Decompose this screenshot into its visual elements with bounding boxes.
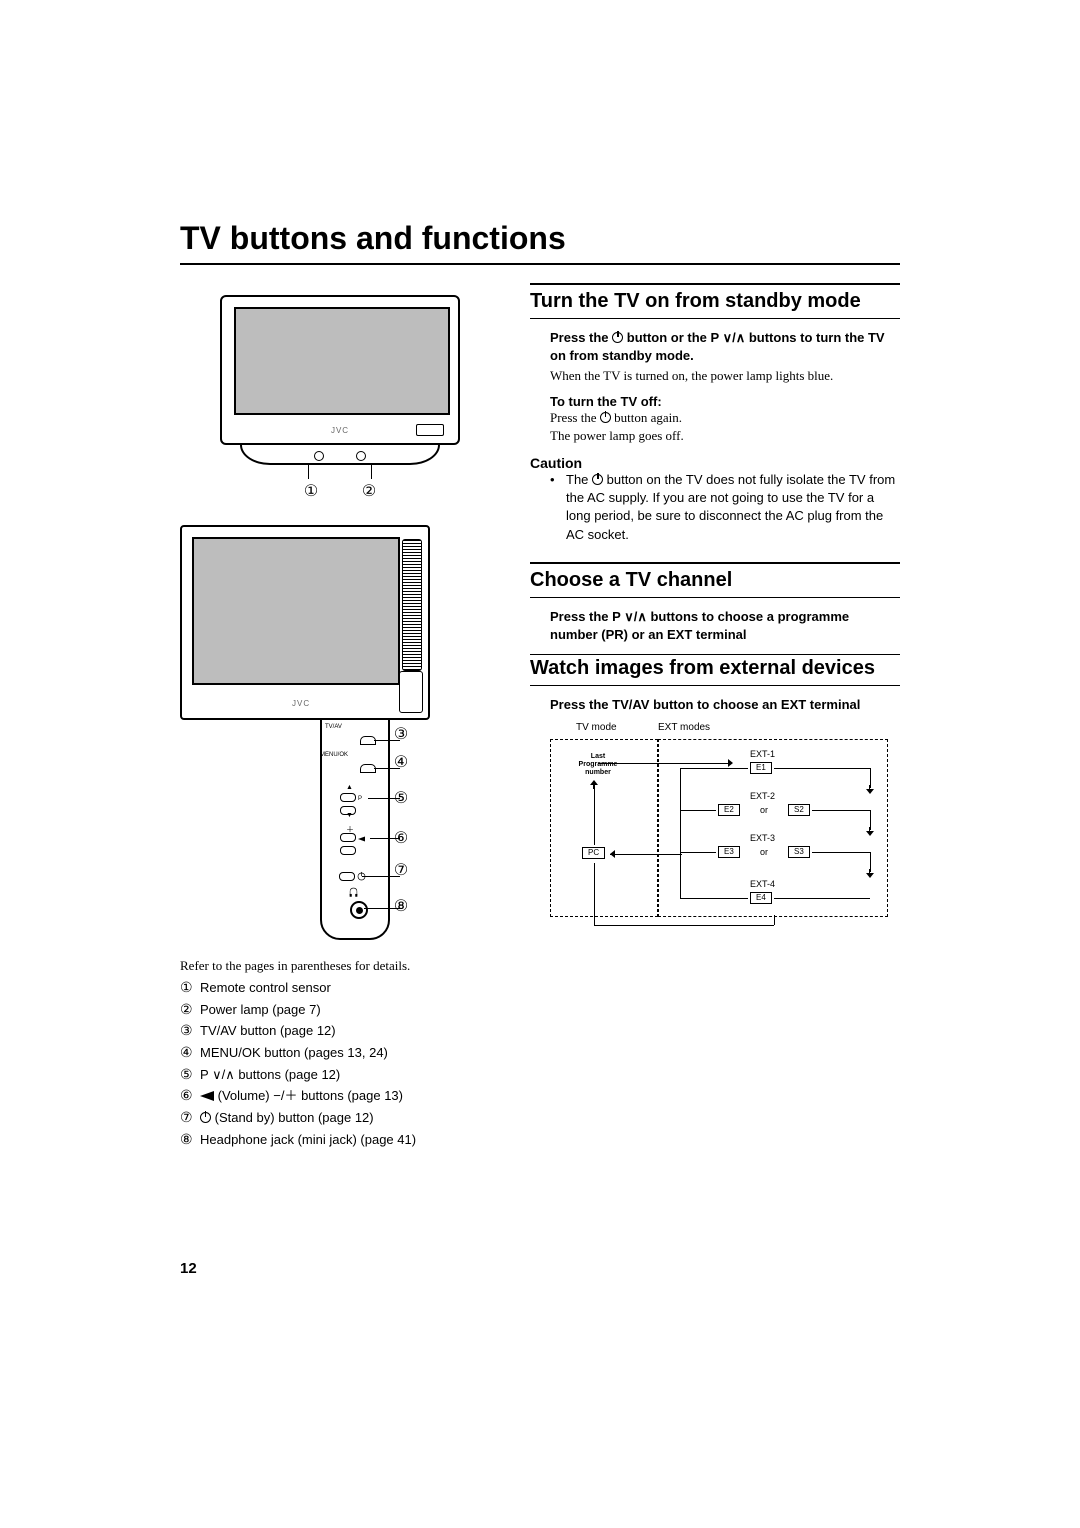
caution-heading: Caution <box>530 455 900 471</box>
power-icon <box>600 412 611 423</box>
ext1-label: EXT-1 <box>750 749 775 759</box>
left-column: JVC ① ② JVC <box>180 283 500 1152</box>
right-column: Turn the TV on from standby mode Press t… <box>530 283 900 1152</box>
callout-2: ② <box>358 481 380 501</box>
ext2-code-a: E2 <box>718 804 740 816</box>
tv-front-illustration: JVC ① ② <box>180 295 500 501</box>
page-title: TV buttons and functions <box>180 220 900 265</box>
power-icon <box>592 474 603 485</box>
ext1-code: E1 <box>750 762 772 774</box>
page-number: 12 <box>180 1260 197 1277</box>
button-panel-illustration: TV/AV MENU/OK ▲ P <box>320 718 390 940</box>
callout-5: ⑤ <box>390 780 412 820</box>
pc-box: PC <box>582 847 605 859</box>
callout-7: ⑦ <box>390 860 412 888</box>
caution-text: The button on the TV does not fully isol… <box>530 471 900 544</box>
ext4-code: E4 <box>750 892 772 904</box>
body-turn-off-2: The power lamp goes off. <box>550 427 900 445</box>
programme-label: Last Programme number <box>568 753 628 776</box>
refer-text: Refer to the pages in parentheses for de… <box>180 958 500 974</box>
step-tvav: Press the TV/AV button to choose an EXT … <box>550 696 900 714</box>
headphone-icon <box>350 888 358 896</box>
volume-icon <box>200 1091 214 1101</box>
section-heading-channel: Choose a TV channel <box>530 562 900 598</box>
callout-8: ⑧ <box>390 888 412 922</box>
step-turn-on: Press the button or the P ∨/∧ buttons to… <box>550 329 900 365</box>
ext-modes-label: EXT modes <box>658 722 710 733</box>
callout-3: ③ <box>390 724 412 752</box>
ext-mode-diagram: TV mode EXT modes Last Programme number … <box>550 722 900 945</box>
tv-mode-label: TV mode <box>550 722 658 733</box>
power-icon <box>612 332 623 343</box>
ext4-label: EXT-4 <box>750 879 775 889</box>
section-heading-standby: Turn the TV on from standby mode <box>530 283 900 319</box>
step-choose-channel: Press the P ∨/∧ buttons to choose a prog… <box>550 608 900 644</box>
callout-6: ⑥ <box>390 820 412 860</box>
sub-heading-turn-off: To turn the TV off: <box>550 394 900 409</box>
ext3-code-a: E3 <box>718 846 740 858</box>
section-heading-external: Watch images from external devices <box>530 652 900 686</box>
callout-4: ④ <box>390 752 412 780</box>
callout-1: ① <box>300 481 322 501</box>
body-turn-off-1: Press the button again. <box>550 409 900 427</box>
ext2-label: EXT-2 <box>750 791 775 801</box>
ext3-code-b: S3 <box>788 846 810 858</box>
ext2-code-b: S2 <box>788 804 810 816</box>
tv-side-illustration: JVC TV/AV MENU/OK <box>180 525 500 940</box>
ext3-label: EXT-3 <box>750 833 775 843</box>
power-icon <box>200 1112 211 1123</box>
body-turn-on: When the TV is turned on, the power lamp… <box>550 367 900 385</box>
parts-list: ①Remote control sensor ②Power lamp (page… <box>180 978 500 1152</box>
